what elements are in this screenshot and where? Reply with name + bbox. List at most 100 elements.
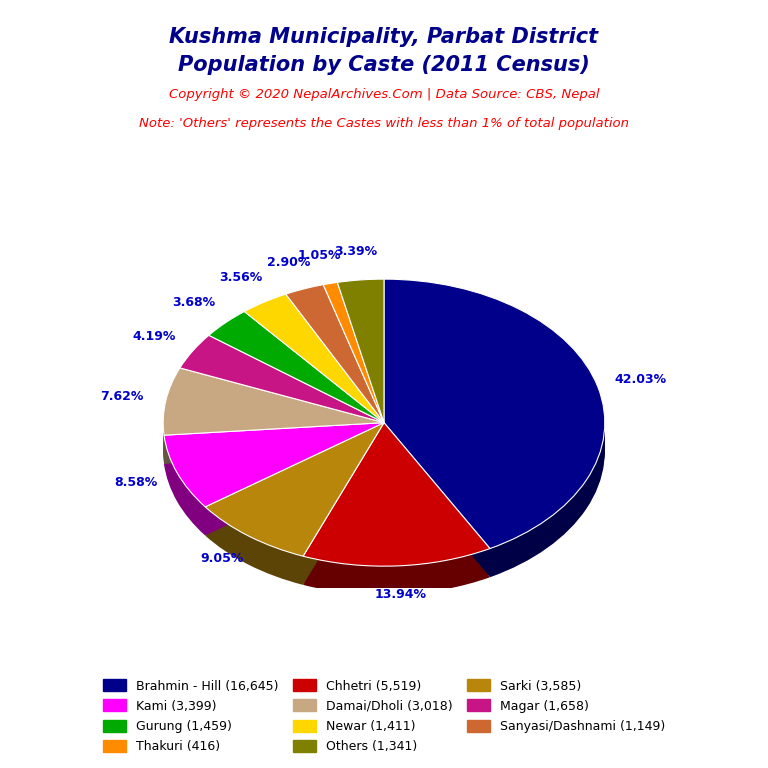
Wedge shape (303, 435, 490, 578)
Wedge shape (164, 382, 384, 449)
Wedge shape (164, 372, 384, 440)
Wedge shape (180, 338, 384, 425)
Wedge shape (286, 313, 384, 452)
Wedge shape (384, 286, 604, 556)
Wedge shape (244, 318, 384, 446)
Wedge shape (384, 306, 604, 575)
Wedge shape (164, 442, 384, 526)
Wedge shape (205, 430, 384, 564)
Wedge shape (384, 308, 604, 578)
Wedge shape (323, 290, 384, 430)
Wedge shape (286, 306, 384, 444)
Wedge shape (323, 304, 384, 444)
Wedge shape (323, 306, 384, 446)
Wedge shape (303, 442, 490, 585)
Wedge shape (209, 340, 384, 452)
Text: 2.90%: 2.90% (266, 256, 310, 269)
Wedge shape (384, 289, 604, 558)
Wedge shape (180, 340, 384, 428)
Wedge shape (209, 333, 384, 444)
Wedge shape (337, 306, 384, 449)
Wedge shape (164, 422, 384, 507)
Wedge shape (286, 311, 384, 449)
Wedge shape (323, 283, 384, 422)
Wedge shape (205, 442, 384, 575)
Wedge shape (164, 432, 384, 516)
Wedge shape (164, 449, 384, 533)
Wedge shape (164, 452, 384, 535)
Wedge shape (384, 303, 604, 572)
Wedge shape (209, 312, 384, 422)
Wedge shape (209, 331, 384, 442)
Wedge shape (323, 311, 384, 452)
Text: 8.58%: 8.58% (114, 476, 157, 489)
Wedge shape (303, 437, 490, 581)
Wedge shape (323, 302, 384, 442)
Wedge shape (244, 309, 384, 437)
Wedge shape (164, 444, 384, 528)
Wedge shape (286, 294, 384, 432)
Wedge shape (164, 387, 384, 455)
Wedge shape (303, 444, 490, 588)
Wedge shape (384, 300, 604, 570)
Text: Population by Caste (2011 Census): Population by Caste (2011 Census) (178, 55, 590, 75)
Wedge shape (303, 422, 490, 566)
Wedge shape (205, 435, 384, 568)
Wedge shape (337, 279, 384, 422)
Wedge shape (164, 396, 384, 464)
Wedge shape (384, 279, 604, 548)
Wedge shape (337, 300, 384, 444)
Wedge shape (286, 309, 384, 446)
Wedge shape (180, 347, 384, 435)
Wedge shape (180, 343, 384, 430)
Text: 42.03%: 42.03% (614, 373, 667, 386)
Wedge shape (337, 282, 384, 425)
Wedge shape (244, 303, 384, 432)
Wedge shape (209, 321, 384, 432)
Wedge shape (244, 311, 384, 439)
Wedge shape (205, 444, 384, 578)
Wedge shape (384, 291, 604, 561)
Wedge shape (164, 380, 384, 447)
Wedge shape (209, 316, 384, 428)
Wedge shape (303, 452, 490, 595)
Wedge shape (180, 364, 384, 452)
Wedge shape (180, 336, 384, 422)
Wedge shape (164, 428, 384, 511)
Wedge shape (323, 285, 384, 425)
Wedge shape (337, 303, 384, 446)
Wedge shape (205, 432, 384, 566)
Wedge shape (303, 428, 490, 571)
Wedge shape (323, 296, 384, 437)
Wedge shape (303, 432, 490, 576)
Wedge shape (286, 304, 384, 442)
Wedge shape (384, 298, 604, 568)
Wedge shape (303, 446, 490, 590)
Wedge shape (244, 313, 384, 442)
Wedge shape (205, 428, 384, 561)
Text: 3.68%: 3.68% (172, 296, 215, 310)
Wedge shape (164, 394, 384, 462)
Wedge shape (286, 301, 384, 439)
Wedge shape (323, 292, 384, 432)
Wedge shape (337, 296, 384, 439)
Wedge shape (164, 437, 384, 521)
Wedge shape (384, 296, 604, 565)
Wedge shape (180, 359, 384, 446)
Wedge shape (337, 289, 384, 432)
Wedge shape (337, 293, 384, 437)
Text: 4.19%: 4.19% (133, 330, 176, 343)
Wedge shape (303, 449, 490, 592)
Wedge shape (323, 309, 384, 449)
Wedge shape (323, 287, 384, 428)
Wedge shape (209, 328, 384, 439)
Wedge shape (323, 294, 384, 435)
Wedge shape (209, 314, 384, 425)
Wedge shape (286, 296, 384, 435)
Wedge shape (303, 439, 490, 583)
Wedge shape (286, 290, 384, 428)
Text: 3.39%: 3.39% (334, 245, 377, 258)
Wedge shape (384, 293, 604, 563)
Wedge shape (164, 430, 384, 514)
Wedge shape (164, 370, 384, 438)
